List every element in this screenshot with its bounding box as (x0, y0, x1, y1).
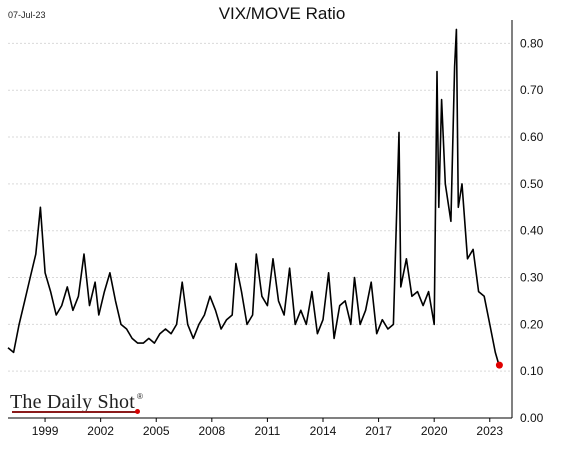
y-tick-label-7: 0.70 (520, 83, 544, 97)
y-tick-label-3: 0.30 (520, 271, 544, 285)
last-value-marker (495, 361, 503, 369)
logo-registered-mark: ® (137, 392, 143, 401)
logo-dot (135, 409, 140, 414)
x-tick-label-1: 2002 (87, 424, 114, 438)
y-tick-label-2: 0.20 (520, 317, 544, 331)
x-tick-label-4: 2011 (255, 424, 281, 438)
x-tick-label-8: 2023 (476, 424, 503, 438)
daily-shot-logo: The Daily Shot (10, 391, 136, 413)
chart-date: 07-Jul-23 (8, 10, 46, 20)
x-tick-label-5: 2014 (310, 424, 337, 438)
y-tick-label-6: 0.60 (520, 130, 544, 144)
y-tick-label-4: 0.40 (520, 224, 544, 238)
x-tick-label-7: 2020 (421, 424, 448, 438)
series-line-0 (7, 28, 501, 367)
chart-title: VIX/MOVE Ratio (218, 4, 346, 23)
y-tick-label-1: 0.10 (520, 364, 544, 378)
x-tick-label-2: 2005 (143, 424, 170, 438)
y-axis: 0.00 0.10 0.20 0.30 0.40 0.50 0.60 0.70 0.80 (511, 20, 544, 425)
logo-underline (12, 411, 136, 413)
grid-lines (8, 42, 512, 419)
series-layer (7, 28, 503, 369)
y-tick-label-0: 0.00 (520, 411, 544, 425)
x-tick-label-0: 1999 (32, 424, 59, 438)
x-axis: 1999 2002 2005 2008 2011 2014 2017 2020 2023 (32, 418, 503, 438)
x-tick-label-6: 2017 (365, 424, 392, 438)
y-tick-label-8: 0.80 (520, 36, 544, 50)
x-tick-label-3: 2008 (198, 424, 225, 438)
y-tick-label-5: 0.50 (520, 177, 544, 191)
